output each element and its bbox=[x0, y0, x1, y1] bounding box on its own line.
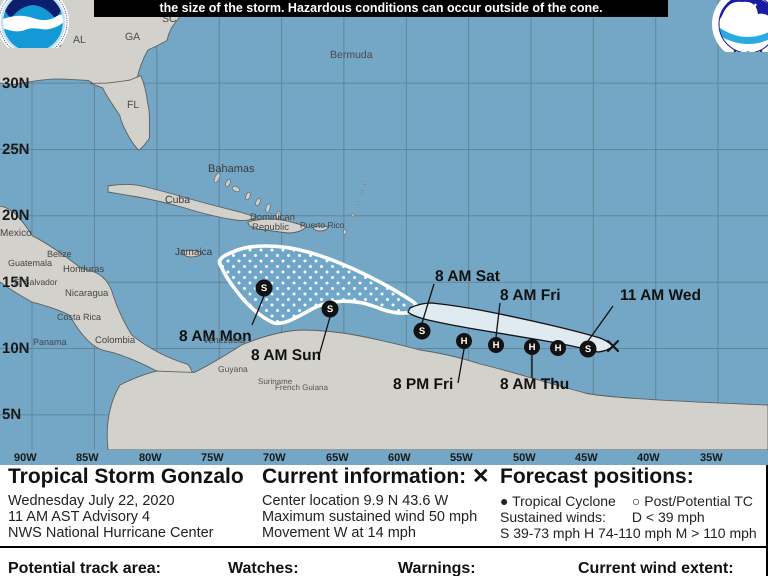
svg-text:Bahamas: Bahamas bbox=[208, 163, 255, 175]
svg-text:Costa Rica: Costa Rica bbox=[57, 312, 101, 322]
svg-text:H: H bbox=[555, 343, 562, 354]
svg-text:H: H bbox=[493, 340, 500, 351]
svg-text:30N: 30N bbox=[2, 75, 30, 92]
svg-text:Guatemala: Guatemala bbox=[8, 258, 52, 268]
svg-text:50W: 50W bbox=[513, 452, 536, 464]
svg-text:10N: 10N bbox=[2, 340, 30, 357]
svg-text:FL: FL bbox=[127, 99, 139, 111]
svg-text:H: H bbox=[529, 342, 536, 353]
svg-text:8 AM Sat: 8 AM Sat bbox=[435, 268, 500, 285]
svg-text:80W: 80W bbox=[139, 452, 162, 464]
svg-text:Honduras: Honduras bbox=[63, 264, 104, 275]
svg-text:Puerto Rico: Puerto Rico bbox=[300, 220, 345, 230]
svg-text:H: H bbox=[461, 336, 468, 347]
svg-text:55W: 55W bbox=[450, 452, 473, 464]
svg-text:S: S bbox=[261, 283, 267, 294]
svg-text:S: S bbox=[327, 304, 333, 315]
svg-text:Venezuela: Venezuela bbox=[203, 335, 245, 345]
svg-text:8 AM Fri: 8 AM Fri bbox=[500, 287, 561, 304]
svg-text:5N: 5N bbox=[2, 406, 21, 423]
svg-text:Jamaica: Jamaica bbox=[175, 247, 213, 258]
svg-text:8 AM Sun: 8 AM Sun bbox=[251, 347, 321, 364]
svg-text:8 PM Fri: 8 PM Fri bbox=[393, 376, 453, 393]
svg-text:Mexico: Mexico bbox=[0, 228, 32, 239]
svg-text:Cuba: Cuba bbox=[165, 194, 190, 206]
svg-text:S: S bbox=[585, 344, 591, 355]
svg-text:Panama: Panama bbox=[33, 337, 67, 347]
svg-text:GA: GA bbox=[125, 31, 140, 43]
svg-text:11 AM Wed: 11 AM Wed bbox=[620, 287, 701, 304]
svg-text:El Salvador: El Salvador bbox=[14, 277, 58, 287]
svg-text:85W: 85W bbox=[76, 452, 99, 464]
svg-text:70W: 70W bbox=[263, 452, 286, 464]
svg-text:French Guiana: French Guiana bbox=[275, 383, 328, 392]
svg-text:8 AM Thu: 8 AM Thu bbox=[500, 376, 569, 393]
svg-text:75W: 75W bbox=[201, 452, 224, 464]
svg-text:25N: 25N bbox=[2, 141, 30, 158]
svg-text:Republic: Republic bbox=[252, 222, 289, 233]
svg-text:45W: 45W bbox=[575, 452, 598, 464]
svg-text:Guyana: Guyana bbox=[218, 364, 248, 374]
svg-text:Bermuda: Bermuda bbox=[330, 49, 373, 61]
svg-text:S: S bbox=[419, 326, 425, 337]
svg-text:65W: 65W bbox=[326, 452, 349, 464]
svg-text:Nicaragua: Nicaragua bbox=[65, 288, 109, 299]
svg-text:40W: 40W bbox=[637, 452, 660, 464]
svg-text:60W: 60W bbox=[388, 452, 411, 464]
svg-text:Colombia: Colombia bbox=[95, 335, 136, 346]
svg-text:35W: 35W bbox=[700, 452, 723, 464]
svg-text:90W: 90W bbox=[14, 452, 37, 464]
svg-text:20N: 20N bbox=[2, 207, 30, 224]
